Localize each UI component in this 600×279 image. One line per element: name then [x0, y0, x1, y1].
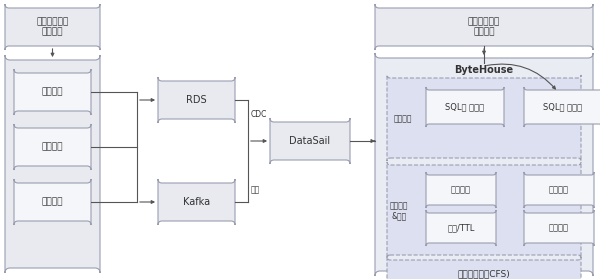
FancyBboxPatch shape	[387, 257, 581, 279]
Text: DataSail: DataSail	[289, 136, 331, 146]
FancyBboxPatch shape	[270, 118, 350, 164]
Text: 压缩/TTL: 压缩/TTL	[448, 223, 475, 232]
FancyBboxPatch shape	[524, 210, 594, 246]
FancyBboxPatch shape	[524, 172, 594, 208]
Text: SQL读 计算组: SQL读 计算组	[445, 102, 485, 112]
Text: 分布式存储（CFS): 分布式存储（CFS)	[458, 270, 511, 278]
Text: 行为数据: 行为数据	[42, 198, 63, 206]
Text: 广告营销企业
分析平台: 广告营销企业 分析平台	[468, 17, 500, 37]
Text: 索引优化: 索引优化	[451, 186, 471, 194]
FancyBboxPatch shape	[375, 53, 593, 276]
Text: 优化查询
&并发: 优化查询 &并发	[390, 201, 409, 221]
FancyBboxPatch shape	[387, 162, 581, 258]
FancyBboxPatch shape	[14, 69, 91, 115]
Text: 业务数据: 业务数据	[42, 88, 63, 97]
Text: 参数优化: 参数优化	[549, 186, 569, 194]
FancyBboxPatch shape	[524, 87, 600, 127]
Text: Kafka: Kafka	[183, 197, 210, 207]
Text: 流式: 流式	[251, 185, 260, 194]
FancyBboxPatch shape	[426, 172, 496, 208]
FancyBboxPatch shape	[14, 179, 91, 225]
FancyBboxPatch shape	[426, 87, 504, 127]
FancyBboxPatch shape	[426, 210, 496, 246]
FancyBboxPatch shape	[5, 4, 100, 50]
FancyBboxPatch shape	[158, 179, 235, 225]
Text: 自动合并: 自动合并	[549, 223, 569, 232]
Text: 广告营销企业
应用程序: 广告营销企业 应用程序	[37, 17, 68, 37]
Text: 广告数据: 广告数据	[42, 143, 63, 151]
FancyBboxPatch shape	[158, 77, 235, 123]
Text: SQL写 计算组: SQL写 计算组	[544, 102, 583, 112]
Text: RDS: RDS	[186, 95, 207, 105]
Text: ByteHouse: ByteHouse	[454, 65, 514, 75]
FancyBboxPatch shape	[375, 4, 593, 50]
FancyBboxPatch shape	[14, 124, 91, 170]
Text: CDC: CDC	[251, 110, 268, 119]
Text: 计算层高: 计算层高	[394, 114, 413, 124]
FancyBboxPatch shape	[5, 55, 100, 273]
FancyBboxPatch shape	[387, 75, 581, 161]
